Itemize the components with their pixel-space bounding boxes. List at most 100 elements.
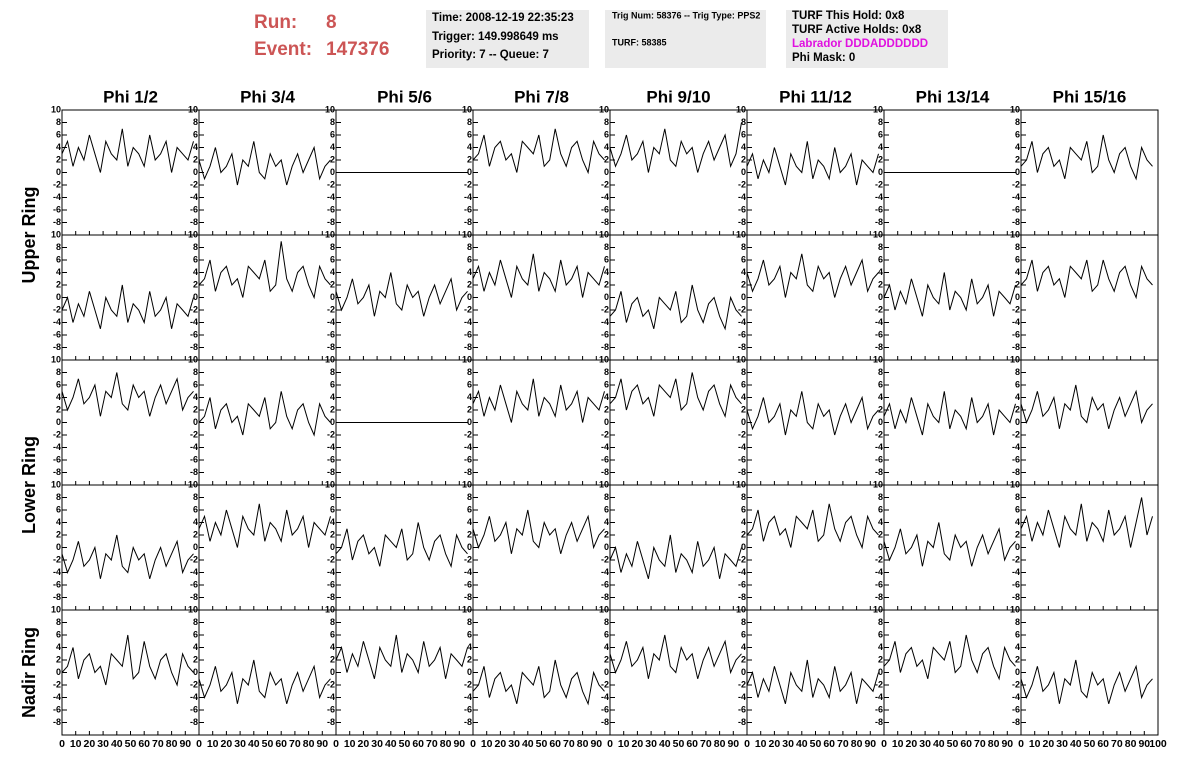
y-tick-label: 0 [1015,167,1020,177]
run-label: Run: [254,12,297,33]
y-tick-label: 0 [467,542,472,552]
x-tick-label: 60 [686,738,698,750]
y-tick-label: 6 [741,629,746,639]
x-tick-label: 0 [744,738,750,750]
y-tick-label: 2 [1015,654,1020,664]
y-tick-label: -6 [875,454,883,464]
x-tick-label: 0 [607,738,613,750]
y-tick-label: -8 [464,217,472,227]
y-tick-label: -8 [327,217,335,227]
run-number: 8 [326,12,337,33]
y-tick-label: -8 [53,342,61,352]
info-line: Labrador DDDADDDDDD [792,38,928,50]
y-tick-label: -8 [875,717,883,727]
y-tick-label: 8 [193,617,198,627]
x-tick-label: 20 [769,738,781,750]
y-tick-label: 0 [193,667,198,677]
waveform [746,391,879,436]
y-tick-label: 6 [604,254,609,264]
waveform [472,509,605,554]
y-tick-label: 6 [604,504,609,514]
y-tick-label: 8 [330,242,335,252]
y-tick-label: -6 [327,704,335,714]
x-tick-label: 30 [1056,738,1068,750]
column-title: Phi 9/10 [646,87,710,106]
y-tick-label: 6 [330,254,335,264]
waveform [472,659,605,706]
y-tick-label: 8 [604,242,609,252]
panel-frame [883,234,1022,361]
x-tick-label: 50 [399,738,411,750]
y-tick-label: 10 [188,229,198,239]
x-tick-label: 0 [333,738,339,750]
event-label: Event: [254,39,312,60]
y-tick-label: 6 [467,629,472,639]
x-tick-label: 20 [221,738,233,750]
y-tick-label: 0 [878,667,883,677]
y-tick-label: -6 [1012,329,1020,339]
y-tick-label: 8 [330,117,335,127]
column-title: Phi 7/8 [514,87,569,106]
y-tick-label: 10 [599,104,609,114]
waveform [61,284,194,329]
y-tick-label: 2 [604,279,609,289]
panel-frame [61,359,200,486]
y-tick-label: 10 [599,479,609,489]
y-tick-label: -2 [190,679,198,689]
panel-frame [472,109,611,236]
y-tick-label: 2 [193,529,198,539]
panel-frame [609,234,748,361]
y-tick-label: 0 [56,292,61,302]
x-tick-label: 70 [700,738,712,750]
y-tick-label: 6 [1015,504,1020,514]
y-tick-label: 8 [741,492,746,502]
y-tick-label: 2 [467,279,472,289]
y-tick-label: 10 [51,604,61,614]
x-tick-label: 20 [1043,738,1055,750]
y-tick-label: 4 [330,642,335,652]
y-tick-label: 8 [741,242,746,252]
y-tick-label: 6 [193,504,198,514]
x-tick-label: 30 [508,738,520,750]
y-tick-label: 2 [878,154,883,164]
y-tick-label: -2 [738,179,746,189]
y-tick-label: -8 [53,592,61,602]
y-tick-label: -2 [1012,554,1020,564]
y-tick-label: 6 [1015,629,1020,639]
y-tick-label: -2 [1012,429,1020,439]
y-tick-label: -8 [53,217,61,227]
y-tick-label: 4 [467,267,472,277]
y-tick-label: 6 [467,129,472,139]
y-tick-label: 6 [467,504,472,514]
waveform [472,128,605,175]
y-tick-label: 0 [467,292,472,302]
y-tick-label: 6 [604,129,609,139]
x-tick-label: 80 [851,738,863,750]
y-tick-label: -6 [190,579,198,589]
y-tick-label: -2 [738,304,746,314]
info-box [786,10,948,68]
y-tick-label: 0 [467,417,472,427]
y-tick-label: 6 [741,129,746,139]
info-line: Trigger: 149.998649 ms [432,31,559,43]
y-tick-label: -4 [464,192,472,202]
y-tick-label: 8 [56,492,61,502]
event-number: 147376 [326,39,389,60]
y-tick-label: 4 [878,392,883,402]
y-tick-label: 10 [599,604,609,614]
y-tick-label: 8 [1015,117,1020,127]
y-tick-label: 10 [1010,479,1020,489]
waveform [883,391,1016,436]
x-tick-label: 60 [412,738,424,750]
y-tick-label: -4 [1012,442,1020,452]
y-tick-label: 8 [330,492,335,502]
panel-frame [198,109,337,236]
y-tick-label: -4 [190,442,198,452]
x-tick-label: 70 [974,738,986,750]
y-tick-label: 8 [741,617,746,627]
x-tick-label: 20 [906,738,918,750]
y-tick-label: 2 [1015,279,1020,289]
y-tick-label: 2 [467,529,472,539]
y-tick-label: -6 [1012,454,1020,464]
x-tick-label: 40 [1070,738,1082,750]
